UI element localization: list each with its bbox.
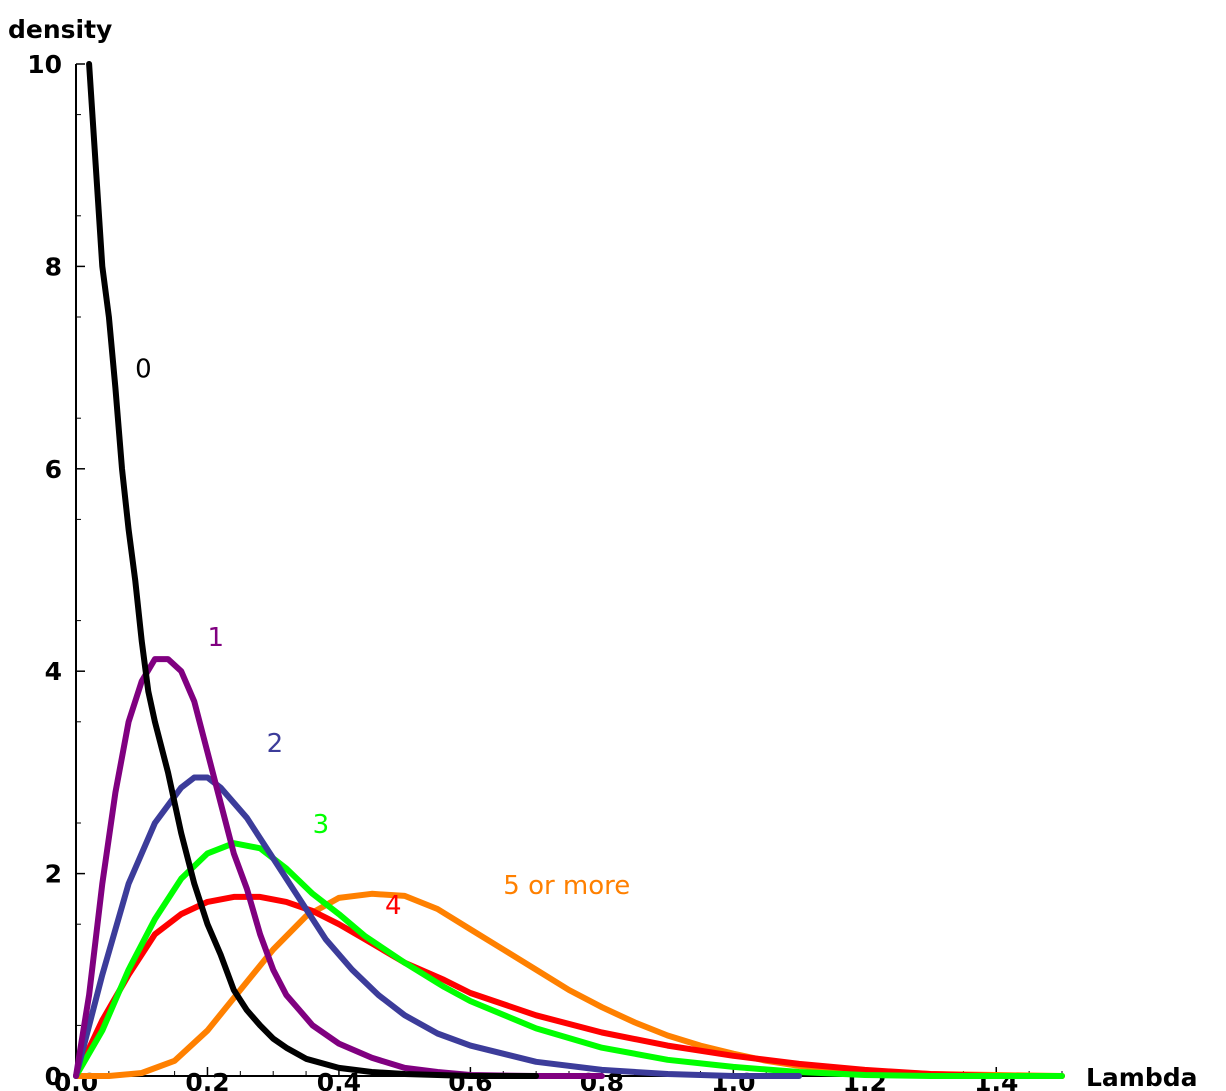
y-tick-label: 2 xyxy=(45,860,62,889)
series-line-5 xyxy=(73,890,1065,1079)
y-tick-label: 6 xyxy=(45,455,62,484)
series-labels: 0 1 2 3 4 5 or more xyxy=(135,355,630,921)
x-tick-label: 1.0 xyxy=(711,1068,755,1091)
series-line-2 xyxy=(73,774,803,1079)
series-line-3 xyxy=(73,840,1065,1079)
series-line-0 xyxy=(86,61,540,1079)
series-label-0: 0 xyxy=(135,355,152,385)
x-tick-label: 0.4 xyxy=(317,1068,361,1091)
series-label-4: 4 xyxy=(385,891,402,921)
y-tick-label: 0 xyxy=(45,1062,62,1091)
x-axis-title: Lambda xyxy=(1086,1063,1198,1091)
series-label-5: 5 or more xyxy=(503,871,630,901)
y-tick-label: 4 xyxy=(45,657,62,686)
series-line-1 xyxy=(73,656,605,1079)
series-lines xyxy=(73,61,1065,1079)
series-line-4 xyxy=(73,893,1065,1079)
y-tick-label: 10 xyxy=(27,50,62,79)
x-tick-label: 0.2 xyxy=(185,1068,229,1091)
series-label-1: 1 xyxy=(207,623,224,653)
x-tick-label: 1.4 xyxy=(974,1068,1018,1091)
axes xyxy=(75,64,1062,1077)
y-axis-title: density xyxy=(8,15,112,44)
series-label-2: 2 xyxy=(267,729,284,759)
y-tick-label: 8 xyxy=(45,252,62,281)
series-label-3: 3 xyxy=(313,810,330,840)
